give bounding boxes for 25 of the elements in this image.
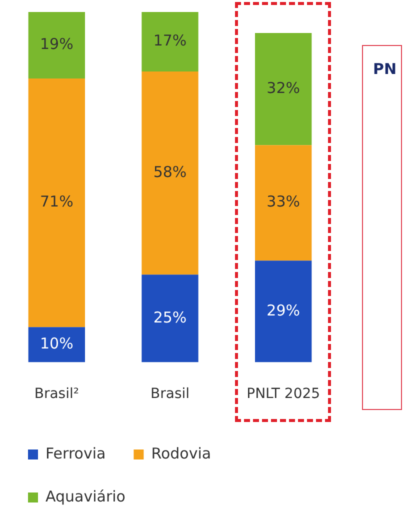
x-tick-label: Brasil [150, 386, 190, 402]
bar [142, 12, 198, 72]
bar [28, 78, 85, 328]
bar [255, 145, 312, 261]
bar [142, 72, 198, 275]
data-label: 58% [153, 162, 187, 181]
legend-label: Rodovia [151, 444, 212, 462]
bar [142, 274, 198, 362]
data-label: 17% [153, 32, 187, 50]
legend-label: Aquaviário [46, 487, 126, 506]
bar [28, 327, 85, 362]
x-tick-label: Brasil² [34, 386, 79, 402]
data-label: 25% [153, 308, 187, 326]
data-label: 29% [266, 301, 300, 320]
data-label: 32% [266, 78, 300, 97]
bar [255, 33, 312, 146]
bar [28, 12, 85, 79]
data-label: 19% [40, 35, 74, 54]
data-label: 10% [40, 334, 74, 353]
text: PN [373, 60, 397, 78]
legend-label: Ferrovia [46, 444, 106, 462]
bar [255, 260, 312, 362]
x-tick-label: PNLT 2025 [246, 386, 320, 402]
data-label: 33% [266, 192, 300, 211]
data-label: 71% [40, 192, 74, 211]
